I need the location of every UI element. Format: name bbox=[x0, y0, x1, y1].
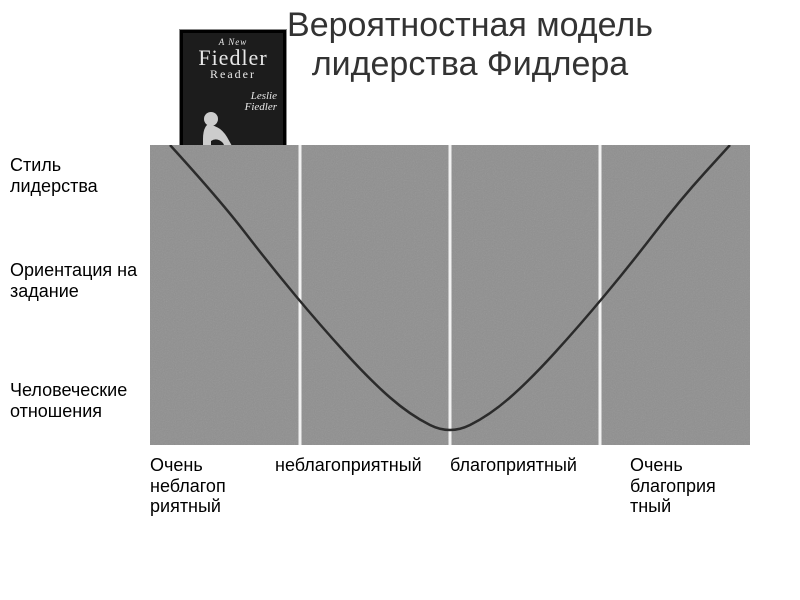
slide: Вероятностная модель лидерства Фидлера A… bbox=[0, 0, 800, 600]
y-axis-label: Человеческие отношения bbox=[10, 380, 145, 421]
x-axis-label: неблагоприятный bbox=[275, 455, 425, 476]
y-axis-label: Стиль лидерства bbox=[10, 155, 145, 196]
slide-title: Вероятностная модель лидерства Фидлера bbox=[250, 6, 690, 84]
book-author: Leslie Fiedler bbox=[245, 91, 277, 113]
x-axis-label: Очень благоприя тный bbox=[630, 455, 740, 517]
book-author-line2: Fiedler bbox=[245, 101, 277, 113]
chart-svg bbox=[150, 145, 750, 445]
x-axis-label: Очень неблагоп риятный bbox=[150, 455, 250, 517]
x-axis-label: благоприятный bbox=[450, 455, 600, 476]
chart-area bbox=[150, 145, 750, 445]
y-axis-label: Ориентация на задание bbox=[10, 260, 145, 301]
